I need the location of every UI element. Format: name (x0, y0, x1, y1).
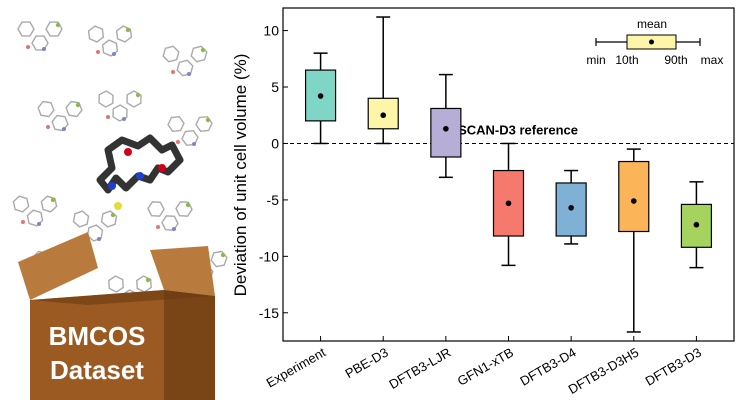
molecule-3 (162, 45, 208, 77)
x-category-label: DFTB3-D3 (643, 345, 704, 389)
legend-mean-label: mean (637, 17, 667, 31)
percentile-box (555, 182, 587, 237)
y-tick-label: 0 (271, 135, 279, 151)
mean-point (317, 93, 324, 99)
cardboard-box: BMCOS Dataset (18, 232, 215, 400)
reference-line-group: r2SCAN-D3 reference (283, 120, 734, 144)
y-axis-title: Deviation of unit cell volume (%) (231, 54, 250, 297)
mean-point (443, 125, 449, 132)
y-tick-label: -10 (259, 248, 279, 264)
molecular-crystal-structures (12, 21, 228, 307)
box-dftb3-ljr (430, 73, 462, 179)
molecule-6 (167, 115, 213, 147)
highlighted-molecule (96, 134, 184, 210)
molecule-1 (17, 21, 63, 51)
legend-mean-point (649, 39, 654, 45)
legend-p90-label: 90th (664, 53, 687, 67)
y-tick-label: -15 (259, 305, 279, 321)
legend-p10-label: 10th (615, 53, 638, 67)
box-dftb3-d3h5 (618, 148, 650, 333)
x-category-label: DFTB3-D3H5 (566, 345, 642, 397)
legend-min-label: min (586, 53, 605, 67)
percentile-box (618, 160, 650, 233)
percentile-box (430, 107, 462, 158)
box-series (304, 16, 713, 333)
mean-point (568, 205, 574, 211)
legend-max-label: max (701, 53, 724, 67)
deviation-box-chart: -15 -10 -5 0 5 10 r2SCAN-D3 reference Experim… (231, 7, 735, 397)
molecule-7 (12, 195, 58, 227)
mean-point (630, 198, 637, 204)
x-category-label: GFN1-xTB (455, 345, 516, 389)
box-experiment (304, 52, 337, 145)
y-tick-label: -5 (267, 192, 280, 208)
box-dftb3-d4 (555, 169, 587, 245)
box-dftb3-d3 (680, 181, 713, 269)
molecule-5 (98, 90, 142, 122)
mean-point (693, 221, 700, 228)
y-tick-label: 5 (271, 79, 279, 95)
box-label-line2: Dataset (50, 355, 144, 385)
mean-point (505, 200, 512, 207)
x-category-label: DFTB3-LJR (386, 345, 453, 392)
dataset-illustration: BMCOS Dataset (12, 21, 228, 400)
y-axis: -15 -10 -5 0 5 10 (259, 23, 288, 321)
box-label-line1: BMCOS (49, 321, 146, 351)
x-category-label: Experiment (264, 344, 329, 390)
x-category-label: PBE-D3 (343, 345, 391, 381)
reference-label: r2SCAN-D3 reference (448, 120, 578, 137)
legend: mean min 10th 90th max (586, 17, 723, 67)
mean-point (380, 112, 387, 119)
molecule-9 (147, 201, 193, 231)
box-gfn1-xtb (492, 142, 525, 267)
y-tick-label: 10 (263, 23, 279, 39)
molecule-4 (37, 100, 83, 132)
molecule-2 (87, 25, 133, 57)
box-pbe-d3 (367, 16, 399, 145)
